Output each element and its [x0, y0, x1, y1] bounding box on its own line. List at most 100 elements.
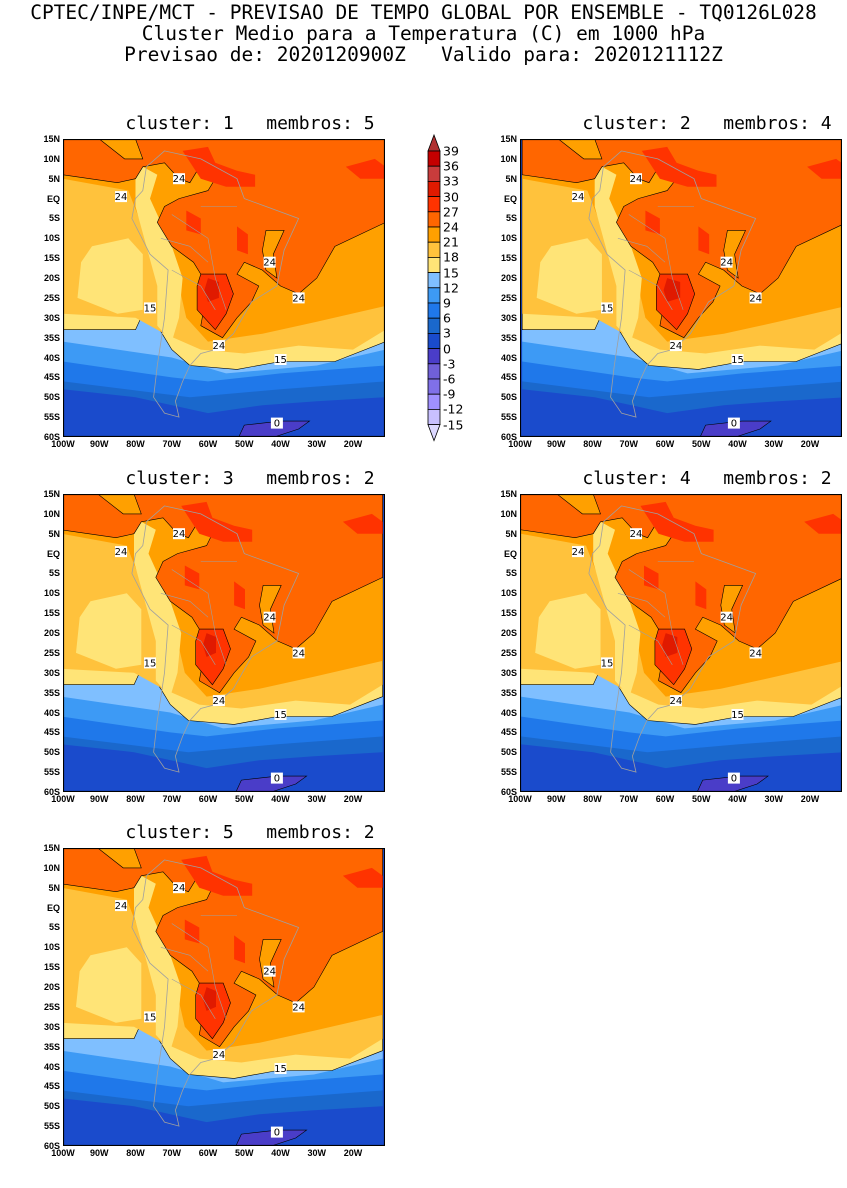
lat-tick-label: 5S [48, 568, 60, 579]
lon-tick-label: 90W [546, 439, 566, 449]
lat-tick-label: 25S [43, 292, 60, 303]
lon-tick-label: 70W [619, 794, 639, 804]
map-frame [520, 494, 842, 792]
lat-tick-label: 5N [505, 173, 517, 184]
lat-tick-label: EQ [46, 548, 60, 559]
colorbar-swatch [427, 287, 441, 304]
panel-title: cluster: 4 membros: 2 [582, 468, 832, 489]
band-27-30 [234, 581, 245, 610]
lat-tick-label: 10S [500, 233, 517, 244]
lat-tick-label: 35S [43, 687, 60, 698]
band-15-18-ocean [76, 947, 142, 1023]
colorbar-label: 27 [443, 204, 459, 220]
colorbar-label: -3 [443, 356, 456, 372]
lat-tick-label: 50S [500, 747, 517, 758]
lat-tick-label: 55S [43, 767, 60, 778]
lat-tick-label: 5S [505, 213, 517, 224]
country-border [171, 624, 216, 665]
lat-tick-label: 60S [500, 786, 517, 797]
colorbar-label: -9 [443, 386, 456, 402]
lat-tick-label: 45S [43, 727, 60, 738]
band-27-30 [181, 855, 253, 896]
lon-tick-label: 20W [343, 794, 363, 804]
lon-tick-label: 80W [126, 439, 145, 449]
lon-tick-label: 20W [343, 439, 363, 449]
contour-label: 0 [731, 419, 737, 430]
contour-label-box [727, 772, 740, 784]
colorbar-swatch [427, 393, 441, 410]
contour-label: 24 [263, 967, 276, 978]
colorbar-label: 0 [443, 341, 451, 357]
colorbar-label: 12 [443, 280, 459, 296]
country-border [628, 624, 673, 665]
temperature-map: 24 24 24 24 24 15 15 0 [63, 848, 385, 1146]
colorbar-swatch [427, 332, 441, 349]
contour-label-box [115, 191, 127, 203]
lon-tick-label: 30W [307, 439, 327, 449]
lat-tick-label: 15N [43, 843, 60, 853]
colorbar-label: 24 [443, 219, 459, 235]
lon-tick-label: 70W [162, 794, 182, 804]
colorbar-label: -15 [443, 417, 464, 433]
colorbar-swatch [427, 378, 441, 395]
contour-label-box [749, 647, 762, 659]
coastline [588, 505, 757, 773]
contour-label: 24 [115, 901, 128, 912]
lon-tick-label: 30W [764, 439, 784, 449]
lon-tick-label: 60W [655, 439, 675, 449]
colorbar-label: 30 [443, 189, 459, 205]
band-27-30 [182, 146, 256, 187]
contour-label: 15 [274, 710, 287, 721]
lat-tick-label: 5N [505, 528, 517, 539]
contour-label-box [292, 647, 305, 659]
lat-tick-label: 25S [43, 647, 60, 658]
lat-tick-label: 10N [43, 508, 60, 519]
panel-title: cluster: 2 membros: 4 [582, 113, 832, 134]
contour-label-box [270, 417, 283, 429]
band-27-30 [342, 867, 383, 888]
lon-tick-label: 50W [691, 439, 711, 449]
contour-label-box [263, 611, 276, 623]
contour-label: 0 [274, 1128, 280, 1139]
contour-label: 15 [144, 303, 157, 314]
country-border [628, 569, 684, 665]
cluster-panel-5: cluster: 5 membros: 2 24 24 24 24 24 15 15 0 15N 1… [30, 822, 430, 1188]
band-27-30 [181, 501, 253, 542]
country-border [160, 947, 209, 972]
cluster-panel-4: cluster: 4 membros: 2 24 24 24 24 24 15 15 0 15N 1… [487, 468, 847, 834]
band-27-30 [184, 919, 200, 944]
contour-label-box [144, 302, 156, 314]
lat-tick-label: 20S [500, 273, 517, 284]
lon-tick-label: 80W [583, 439, 602, 449]
lat-tick-label: 45S [500, 372, 517, 383]
lon-tick-label: 40W [271, 1148, 290, 1158]
contour-0 [235, 775, 308, 792]
contour-label-box [263, 965, 276, 977]
contour-label-box [630, 173, 642, 185]
contour-label-box [173, 528, 185, 540]
country-border [160, 238, 209, 263]
country-border [617, 238, 666, 263]
lon-tick-label: 40W [271, 794, 290, 804]
lat-tick-label: 35S [500, 332, 517, 343]
lon-tick-label: 100W [51, 1148, 75, 1158]
band-30-33 [202, 633, 216, 657]
lat-tick-label: 40S [43, 707, 60, 718]
contour-label-box [115, 900, 127, 912]
contour-label-box [727, 417, 740, 429]
lat-tick-label: EQ [503, 548, 517, 559]
lat-tick-label: 15S [43, 608, 60, 619]
colorbar-swatch [427, 272, 441, 289]
lat-tick-label: 20S [43, 273, 60, 284]
band-27-30 [645, 210, 660, 235]
lat-tick-label: 60S [43, 431, 60, 442]
contour-24-caribbean [97, 848, 142, 869]
colorbar-swatch [427, 150, 441, 167]
coastline [131, 859, 300, 1127]
lat-tick-label: 15N [500, 489, 517, 499]
contour-label: 0 [274, 419, 280, 430]
colorbar-swatch [427, 241, 441, 258]
country-border [171, 269, 216, 310]
contour-label-box [601, 657, 613, 669]
band-27-30 [644, 565, 659, 590]
